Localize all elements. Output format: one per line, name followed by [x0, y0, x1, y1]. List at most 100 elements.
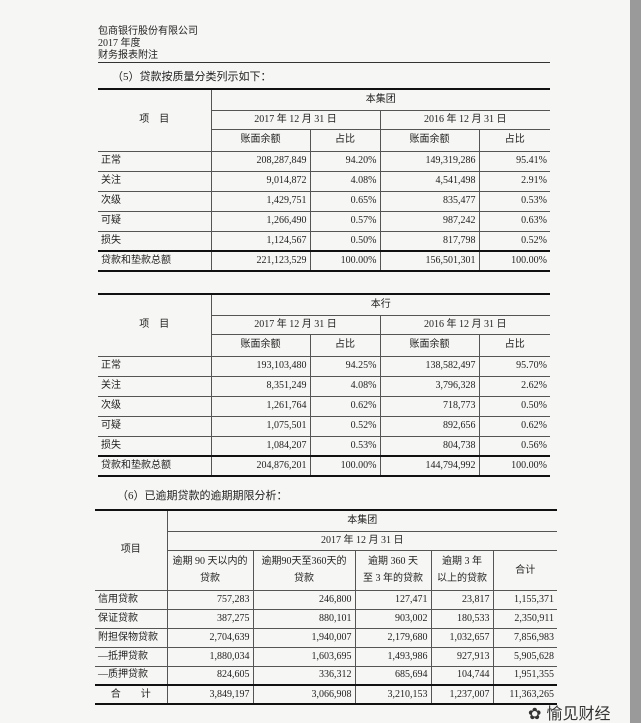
table-row: 正常 193,103,480 94.25% 138,582,497 95.70% — [98, 355, 550, 377]
item-header: 项 目 — [98, 88, 212, 152]
row-label: 附担保物贷款 — [95, 627, 168, 648]
col-header: 账面余额 — [379, 333, 480, 357]
cell: 180,533 — [430, 608, 494, 629]
table-row: —抵押贷款 1,880,034 1,603,695 1,493,986 927,913 5… — [95, 646, 558, 667]
row-label: —抵押贷款 — [95, 646, 168, 667]
cell: 824,605 — [166, 665, 254, 686]
table-row: 可疑 1,075,501 0.52% 892,656 0.62% — [98, 415, 550, 437]
cell: 138,582,497 — [379, 355, 480, 377]
cell: 1,124,567 — [210, 230, 311, 252]
date-header: 2016 年 12 月 31 日 — [379, 109, 550, 130]
cell: 2.62% — [478, 375, 550, 397]
cell: 4.08% — [309, 375, 381, 397]
cell: 0.50% — [309, 230, 381, 252]
cell: 4.08% — [309, 170, 381, 192]
table-row: 正常 208,287,849 94.20% 149,319,286 95.41% — [98, 150, 550, 172]
col-header: 占比 — [478, 128, 550, 152]
company-name: 包商银行股份有限公司 — [98, 26, 198, 37]
cell: 95.41% — [478, 150, 550, 172]
date-header: 2017 年 12 月 31 日 — [211, 314, 381, 335]
table-row: 信用贷款 757,283 246,800 127,471 23,817 1,155,371 — [95, 589, 558, 610]
cell: 149,319,286 — [379, 150, 480, 172]
cell: 987,242 — [379, 210, 480, 232]
scan-edge — [630, 0, 641, 723]
row-label: 信用贷款 — [95, 589, 168, 610]
row-label: 关注 — [98, 375, 212, 397]
group-header: 本集团 — [166, 509, 558, 532]
report-year: 2017 年度 — [98, 38, 141, 49]
cell: 1,940,007 — [252, 627, 356, 648]
cell: 1,603,695 — [252, 646, 356, 667]
col-header: 账面余额 — [211, 333, 311, 357]
table-row: 次级 1,261,764 0.62% 718,773 0.50% — [98, 395, 550, 417]
cell: 835,477 — [379, 190, 480, 212]
cell: 804,738 — [379, 435, 480, 457]
col-header: 占比 — [309, 333, 381, 357]
cell: 336,312 — [252, 665, 356, 686]
cell: 892,656 — [379, 415, 480, 437]
cell: 0.62% — [478, 415, 550, 437]
col-header: 占比 — [478, 333, 550, 357]
row-label: 可疑 — [98, 415, 212, 437]
item-header: 项 目 — [98, 293, 212, 357]
cell: 2.91% — [478, 170, 550, 192]
cell: 880,101 — [252, 608, 356, 629]
row-label: 保证贷款 — [95, 608, 168, 629]
cell: 1,493,986 — [354, 646, 432, 667]
header-divider — [98, 62, 550, 63]
cell: 0.52% — [309, 415, 381, 437]
cell: 246,800 — [252, 589, 356, 610]
col-header: 逾期 360 天至 3 年的贷款 — [354, 549, 432, 591]
row-label: 可疑 — [98, 210, 212, 232]
document-type: 财务报表附注 — [98, 50, 158, 61]
cell: 0.53% — [478, 190, 550, 212]
chat-bubble-icon: ✿ — [528, 704, 542, 723]
table-row: 附担保物贷款 2,704,639 1,940,007 2,179,680 1,032,6… — [95, 627, 558, 648]
cell: 3,849,197 — [166, 684, 254, 705]
cell: 9,014,872 — [210, 170, 311, 192]
watermark: ✿ 愉见财经 — [528, 704, 611, 723]
table-row: 损失 1,084,207 0.53% 804,738 0.56% — [98, 435, 550, 457]
table-row: —质押贷款 824,605 336,312 685,694 104,744 1,951,3… — [95, 665, 558, 686]
row-label: 合 计 — [95, 684, 168, 705]
col-header: 逾期 3 年以上的贷款 — [430, 549, 494, 591]
table-row: 可疑 1,266,490 0.57% 987,242 0.63% — [98, 210, 550, 232]
cell: 0.50% — [478, 395, 550, 417]
date-header: 2016 年 12 月 31 日 — [379, 314, 550, 335]
table-row: 关注 8,351,249 4.08% 3,796,328 2.62% — [98, 375, 550, 397]
cell: 100.00% — [478, 250, 550, 272]
cell: 2,179,680 — [354, 627, 432, 648]
col-header: 逾期90天至360天的 贷款 — [252, 549, 356, 591]
cell: 0.62% — [309, 395, 381, 417]
cell: 0.56% — [478, 435, 550, 457]
cell: 4,541,498 — [379, 170, 480, 192]
col-header: 账面余额 — [379, 128, 480, 152]
cell: 2,350,911 — [492, 608, 558, 629]
col-header: 账面余额 — [211, 128, 311, 152]
cell: 8,351,249 — [210, 375, 311, 397]
group-header: 本集团 — [210, 88, 550, 111]
overdue-loan-table: 项目 本集团 2017 年 12 月 31 日 逾期 90 天以内的 贷款 逾期90… — [95, 509, 558, 705]
table-row: 关注 9,014,872 4.08% 4,541,498 2.91% — [98, 170, 550, 192]
cell: 927,913 — [430, 646, 494, 667]
cell: 3,066,908 — [252, 684, 356, 705]
row-label: 损失 — [98, 435, 212, 457]
col-header: 占比 — [309, 128, 381, 152]
loan-quality-table: 项 目 本集团 2017 年 12 月 31 日 2016 年 12 月 31 … — [98, 88, 550, 272]
row-label: 关注 — [98, 170, 212, 192]
cell: 23,817 — [430, 589, 494, 610]
table-row: 保证贷款 387,275 880,101 903,002 180,533 2,350,91… — [95, 608, 558, 629]
cell: 94.20% — [309, 150, 381, 172]
cell: 221,123,529 — [210, 250, 311, 272]
cell: 5,905,628 — [492, 646, 558, 667]
table-row: 贷款和垫款总额 204,876,201 100.00% 144,794,992 … — [98, 455, 550, 477]
cell: 817,798 — [379, 230, 480, 252]
row-label: 次级 — [98, 395, 212, 417]
cell: 2,704,639 — [166, 627, 254, 648]
row-label: 次级 — [98, 190, 212, 212]
cell: 0.52% — [478, 230, 550, 252]
date-header: 2017 年 12 月 31 日 — [167, 530, 558, 551]
section5-title: （5）贷款按质量分类列示如下： — [112, 71, 272, 83]
row-label: —质押贷款 — [95, 665, 168, 686]
cell: 1,266,490 — [210, 210, 311, 232]
